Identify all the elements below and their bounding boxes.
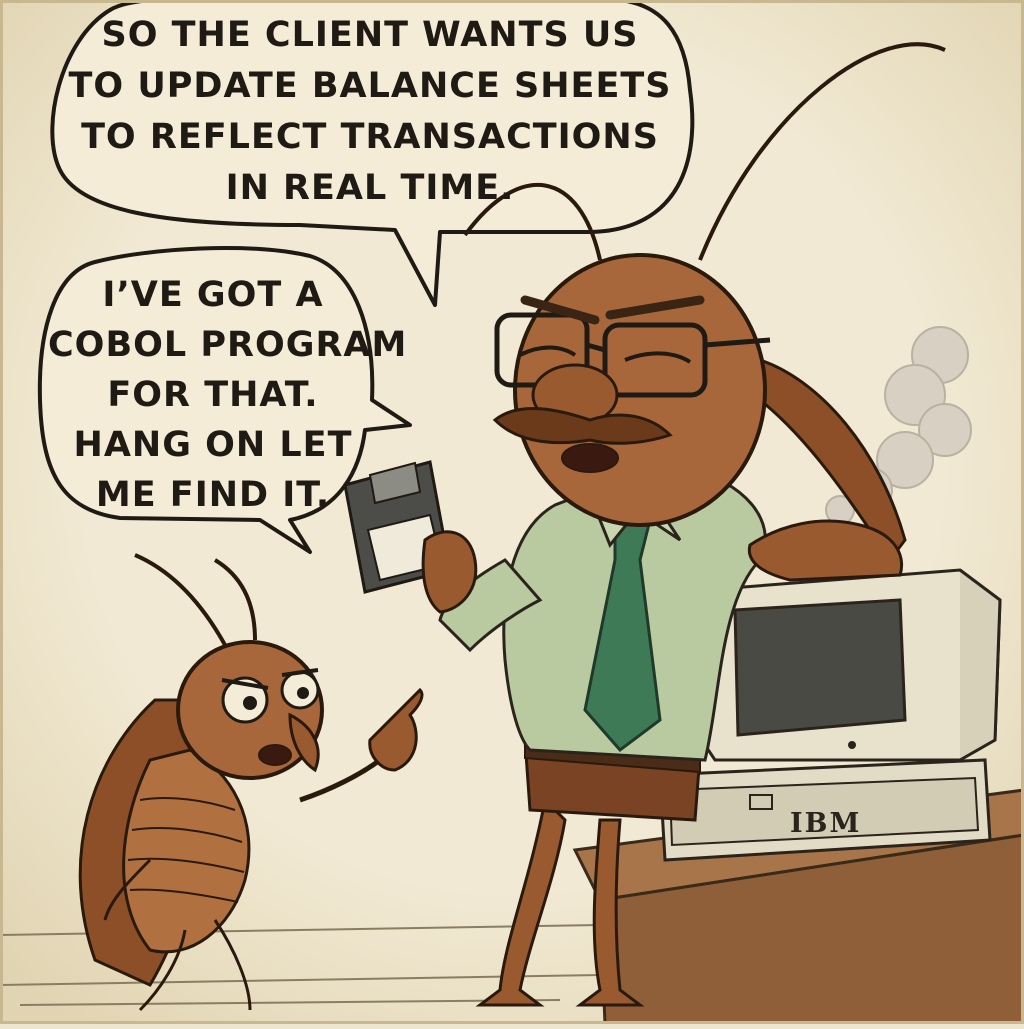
monitor-led	[848, 741, 856, 749]
mustache	[492, 407, 673, 445]
mouth	[561, 443, 619, 473]
large-roach-hand-left	[421, 530, 478, 614]
speech-line: COBOL PROGRAM	[48, 325, 408, 365]
speech-line: I’VE GOT A	[102, 275, 324, 315]
speech-line: TO UPDATE BALANCE SHEETS	[68, 66, 672, 106]
small-roach-mouth	[258, 744, 292, 766]
ibm-logo: IBM	[790, 808, 861, 839]
monitor-screen	[733, 598, 907, 737]
small-roach-body	[122, 748, 251, 954]
speech-line: HANG ON LET	[73, 425, 353, 465]
smoke	[825, 326, 972, 525]
small-roach-antenna-right	[213, 558, 257, 641]
eyebrow-right	[605, 295, 705, 320]
speech-text-left: I’VE GOT A COBOL PROGRAM FOR THAT. HANG …	[48, 270, 408, 520]
large-roach-legs	[475, 796, 645, 1007]
eyebrow-left	[520, 295, 600, 325]
small-roach-pointing-hand	[368, 687, 424, 772]
speech-line: FOR THAT.	[107, 375, 319, 415]
speech-line: ME FIND IT.	[95, 475, 331, 515]
large-roach-antenna-right	[698, 42, 946, 261]
speech-text-top: SO THE CLIENT WANTS US TO UPDATE BALANCE…	[60, 10, 680, 214]
small-roach-beak	[288, 712, 320, 773]
large-roach-hand-right	[747, 519, 904, 582]
large-roach-antenna-left	[463, 182, 602, 261]
speech-bubble-top	[50, 0, 695, 307]
ibm-computer: IBM	[658, 568, 1002, 862]
speech-line: IN REAL TIME.	[225, 168, 515, 208]
small-roach-antenna-left	[134, 553, 227, 646]
speech-line: SO THE CLIENT WANTS US	[101, 15, 639, 55]
small-roach	[78, 553, 424, 1012]
speech-line: TO REFLECT TRANSACTIONS	[81, 117, 659, 157]
